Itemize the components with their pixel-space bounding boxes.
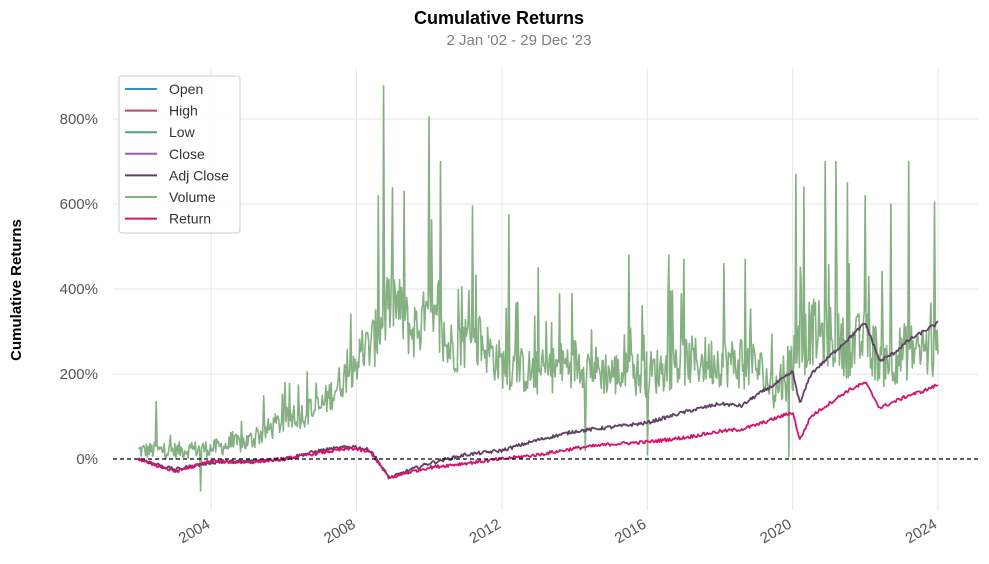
legend-box <box>118 75 241 234</box>
series-lines <box>137 85 939 492</box>
x-tick-label: 2012 <box>466 516 503 547</box>
legend: Open High Low Close Adj Close Volume Return <box>118 75 241 234</box>
x-tick-label: 2024 <box>903 516 940 547</box>
y-tick-label: 200% <box>60 366 98 383</box>
legend-label: Adj Close <box>169 167 229 183</box>
gridlines <box>113 68 978 510</box>
axis-ticks: 0% 200% 400% 600% 800% 2004 2008 2012 2016 2020 20… <box>60 111 940 547</box>
legend-label: High <box>169 103 198 119</box>
y-axis-label: Cumulative Returns <box>8 219 25 361</box>
legend-label: Volume <box>169 189 216 205</box>
y-tick-label: 600% <box>60 196 98 213</box>
series-line-return <box>137 381 939 479</box>
legend-label: Open <box>169 81 203 97</box>
x-tick-label: 2016 <box>612 516 649 547</box>
x-tick-label: 2004 <box>176 516 213 547</box>
series-line-volume <box>138 85 939 492</box>
y-tick-label: 400% <box>60 281 98 298</box>
y-tick-label: 0% <box>76 451 98 468</box>
y-tick-label: 800% <box>60 111 98 128</box>
chart-subtitle: 2 Jan '02 - 29 Dec '23 <box>447 32 592 49</box>
x-tick-label: 2008 <box>321 516 358 547</box>
x-tick-label: 2020 <box>757 516 794 547</box>
legend-label: Close <box>169 146 205 162</box>
legend-label: Return <box>169 211 211 227</box>
legend-label: Low <box>169 124 196 140</box>
chart-title: Cumulative Returns <box>414 8 584 28</box>
